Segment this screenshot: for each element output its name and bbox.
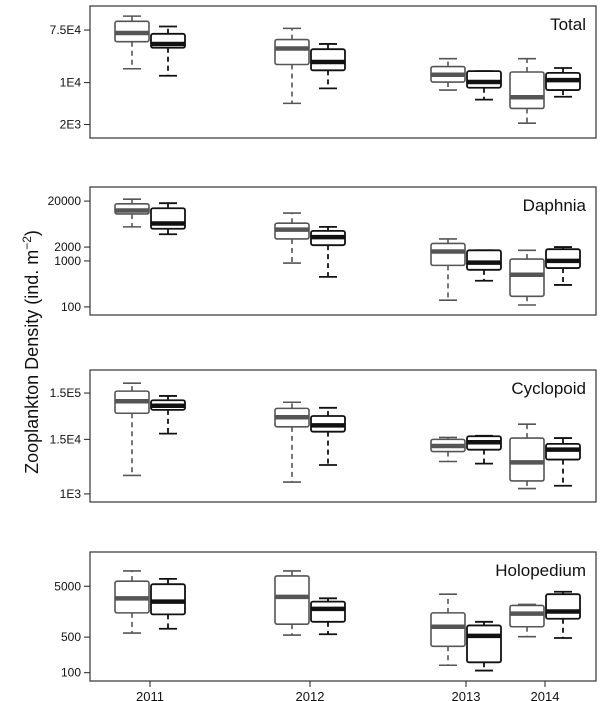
box-2012-series-2	[310, 597, 346, 636]
iqr-box	[150, 583, 186, 616]
box-2014-series-1	[509, 603, 545, 638]
panel-label: Total	[550, 15, 586, 34]
y-tick-label: 1E3	[60, 487, 82, 501]
panel-frame	[89, 551, 597, 682]
iqr-box	[274, 575, 310, 625]
box-2011-series-1	[114, 382, 150, 477]
x-axis: 2011 2012 2013 2014	[136, 681, 559, 701]
y-tick-label: 20000	[48, 194, 82, 208]
box-2013-series-1	[430, 57, 466, 91]
box-2013-series-2	[466, 249, 502, 282]
y-tick-label: 5000	[54, 579, 81, 593]
box-2012-series-2	[310, 406, 346, 466]
box-2014-series-2	[545, 590, 581, 639]
panel-holopedium: Holopedium 5000 500 100	[54, 551, 597, 682]
box-2011-series-1	[114, 570, 150, 634]
iqr-box	[509, 71, 545, 110]
iqr-box	[466, 624, 502, 664]
box-2011-series-1	[114, 15, 150, 70]
iqr-box	[274, 38, 310, 66]
iqr-box	[430, 242, 466, 267]
iqr-box	[509, 604, 545, 628]
x-tick-label: 2012	[296, 689, 325, 701]
panel-total: Total 7.5E4 1E4 2E3	[50, 5, 597, 139]
panel-label: Cyclopoid	[511, 379, 586, 398]
panel-cyclopoid: Cyclopoid 1.5E5 1.5E4 1E3	[50, 369, 597, 503]
box-2011-series-2	[150, 577, 186, 630]
box-2013-series-1	[430, 238, 466, 301]
y-tick-label: 100	[61, 300, 81, 314]
box-2011-series-2	[150, 395, 186, 435]
box-2014-series-2	[545, 246, 581, 286]
box-2013-series-1	[430, 593, 466, 667]
iqr-box	[430, 612, 466, 648]
panel-frame	[89, 5, 597, 139]
y-tick-label: 1.5E4	[50, 432, 82, 446]
iqr-box	[509, 437, 545, 482]
iqr-box	[310, 48, 346, 72]
box-2014-series-2	[545, 67, 581, 98]
box-2014-series-2	[545, 437, 581, 487]
y-tick-label: 100	[61, 666, 81, 680]
box-2012-series-2	[310, 43, 346, 90]
y-axis-label-close: )	[22, 230, 42, 236]
panel-frame	[89, 369, 597, 503]
iqr-box	[466, 249, 502, 271]
y-tick-label: 1000	[54, 254, 81, 268]
iqr-box	[509, 258, 545, 298]
panel-frame	[89, 186, 597, 316]
iqr-box	[466, 70, 502, 89]
iqr-box	[545, 248, 581, 269]
box-2014-series-1	[509, 57, 545, 125]
x-tick-label: 2011	[136, 689, 164, 701]
box-2014-series-1	[509, 249, 545, 306]
panel-label: Daphnia	[523, 196, 587, 215]
x-tick-label: 2014	[531, 689, 560, 701]
x-tick-label: 2013	[452, 689, 481, 701]
y-tick-label: 7.5E4	[50, 23, 82, 37]
iqr-box	[310, 600, 346, 623]
box-2011-series-1	[114, 198, 150, 228]
box-2011-series-2	[150, 202, 186, 236]
y-tick-label: 500	[61, 630, 81, 644]
box-2012-series-1	[274, 212, 310, 264]
box-2012-series-1	[274, 27, 310, 105]
box-2012-series-2	[310, 225, 346, 278]
y-tick-label: 2E3	[60, 118, 82, 132]
box-2012-series-1	[274, 401, 310, 483]
y-axis-label: Zooplankton Density (ind. m−2)	[20, 230, 42, 474]
y-axis-label-text: Zooplankton Density (ind. m	[22, 250, 42, 474]
box-2012-series-1	[274, 570, 310, 636]
y-tick-label: 1.5E5	[50, 386, 82, 400]
box-2013-series-2	[466, 620, 502, 672]
panel-label: Holopedium	[495, 561, 586, 580]
box-2013-series-2	[466, 434, 502, 465]
y-tick-label: 1E4	[60, 76, 82, 90]
box-2011-series-2	[150, 25, 186, 77]
y-axis-label-superscript: −2	[20, 236, 34, 250]
box-2013-series-2	[466, 70, 502, 101]
box-2014-series-1	[509, 423, 545, 490]
iqr-box	[545, 593, 581, 620]
y-tick-label: 2000	[54, 240, 81, 254]
box-2013-series-1	[430, 436, 466, 463]
